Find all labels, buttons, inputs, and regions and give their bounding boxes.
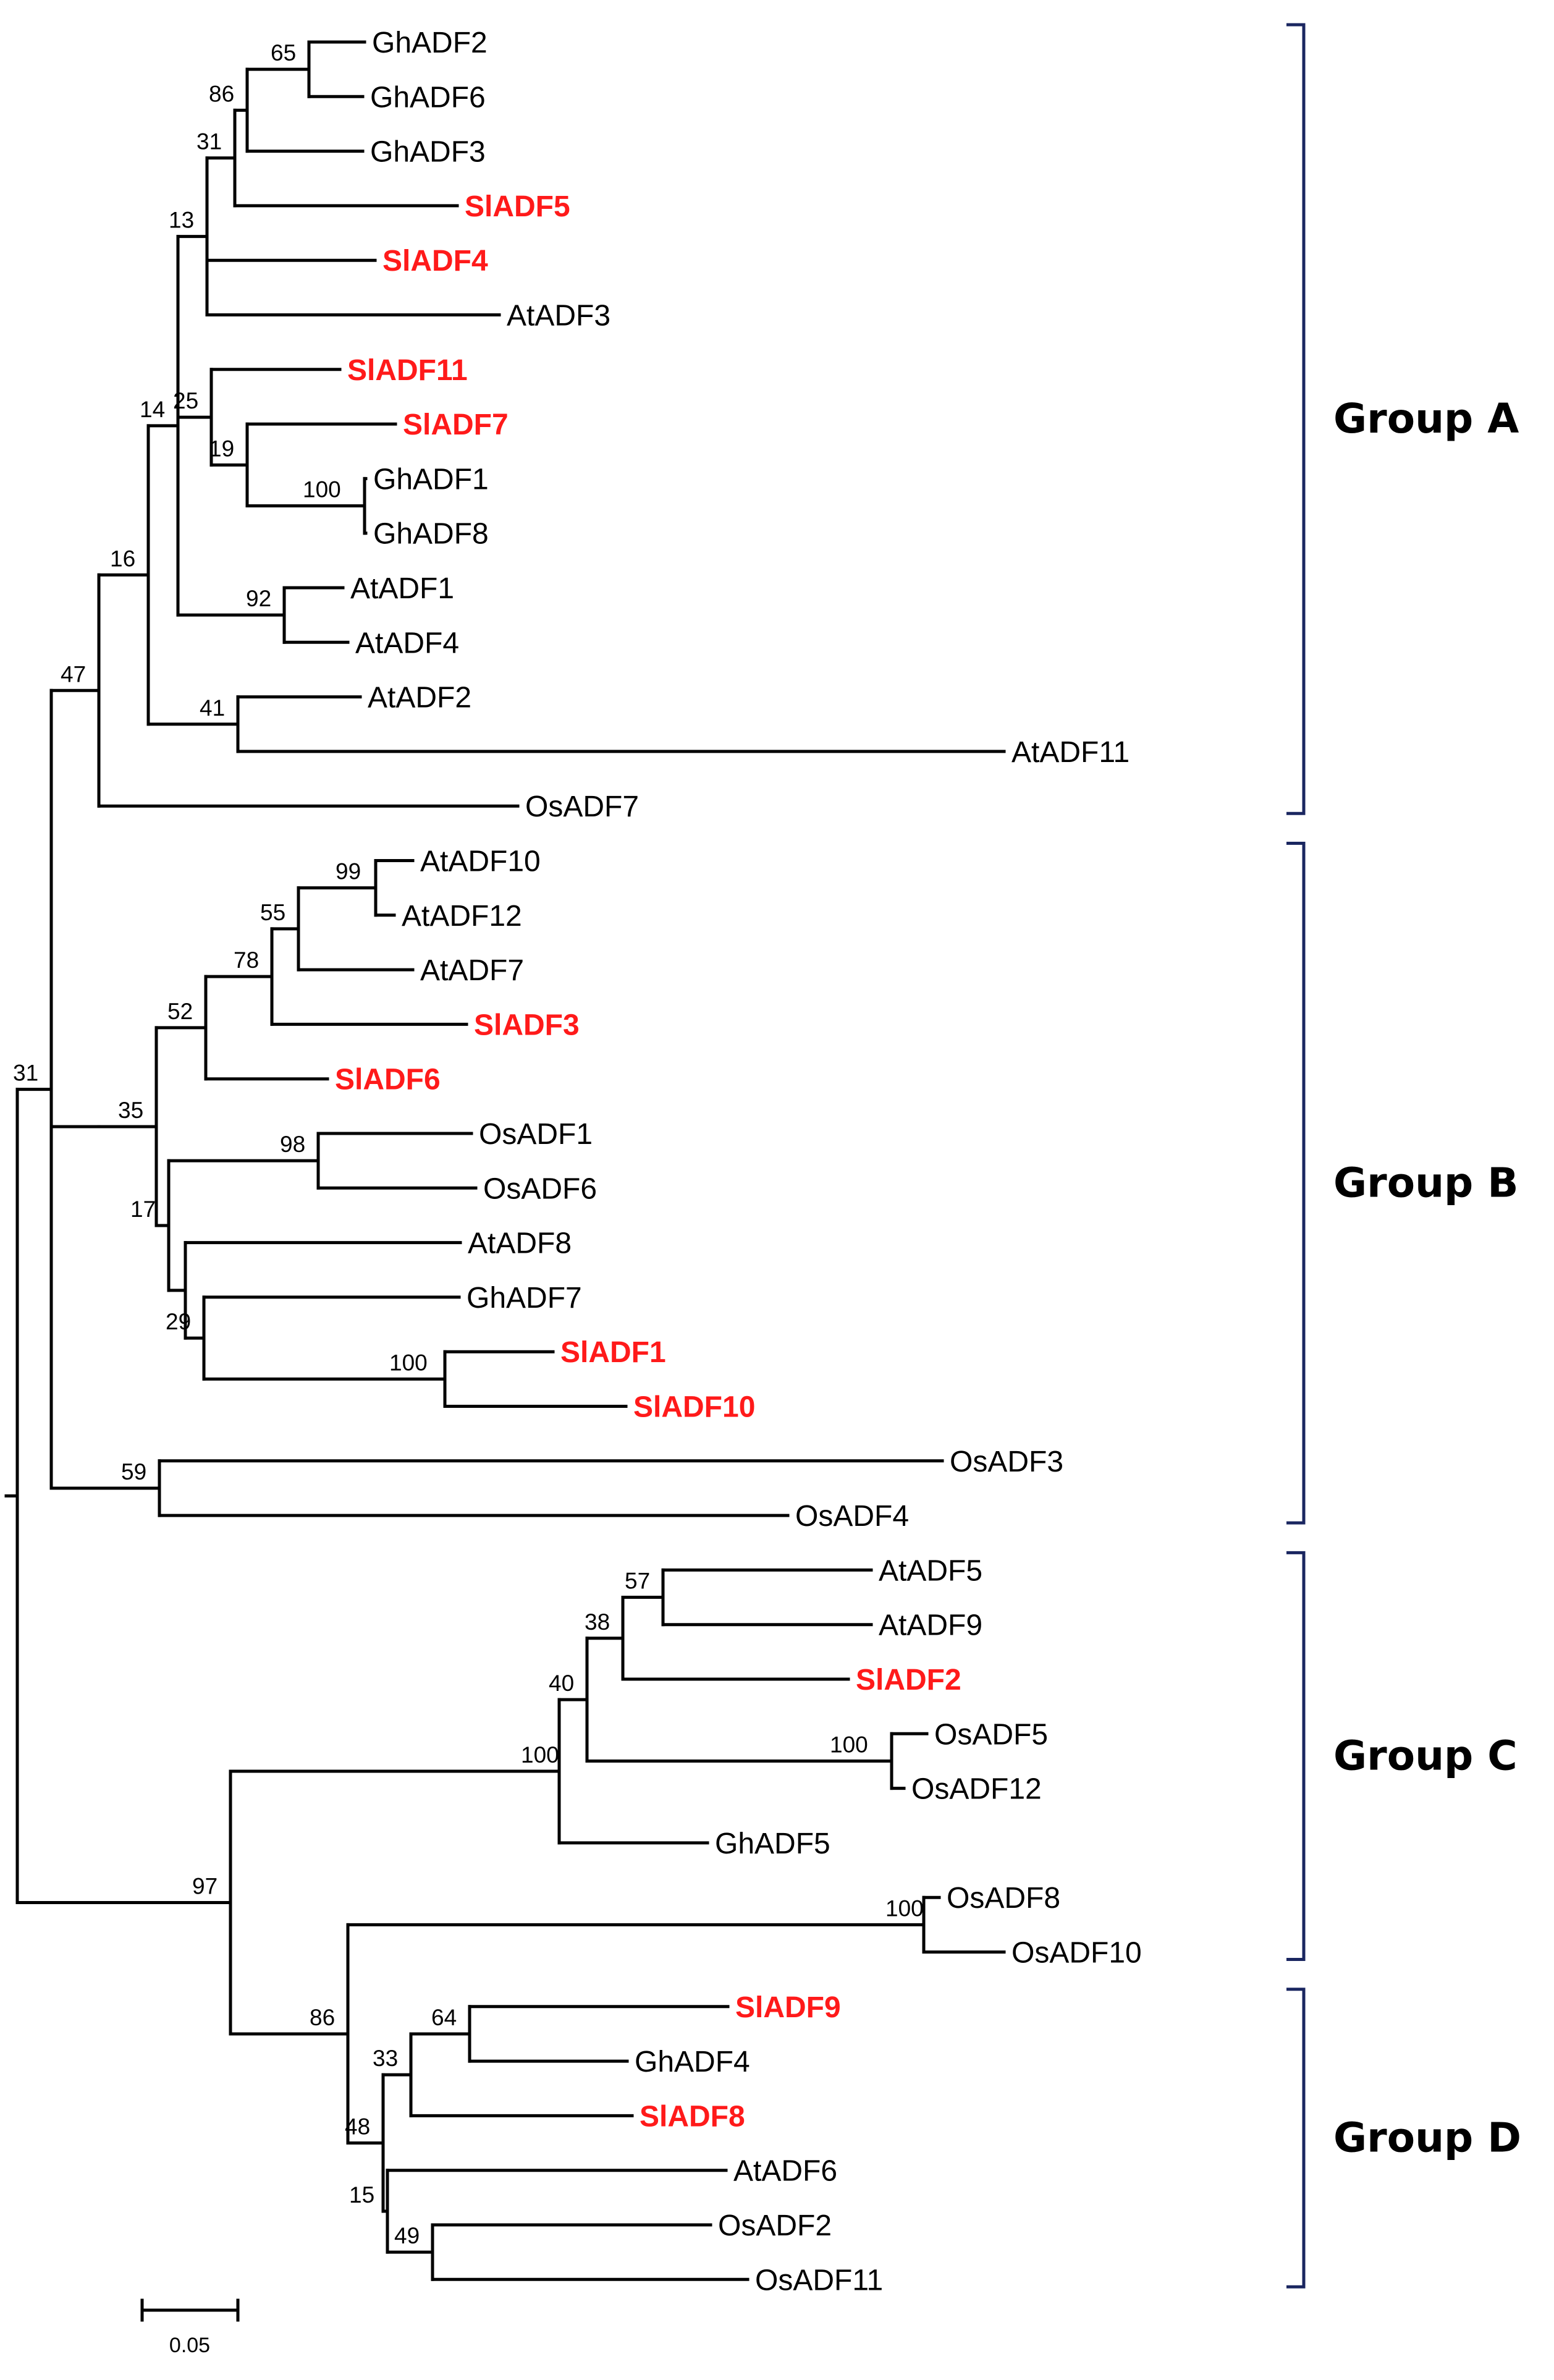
taxon-label-atadf5: AtADF5 (879, 1554, 982, 1587)
taxon-label-atadf2: AtADF2 (368, 682, 471, 714)
bootstrap-d100: 100 (885, 1895, 924, 1921)
taxon-label-ghadf4: GhADF4 (635, 2046, 750, 2078)
taxon-label-osadf6: OsADF6 (483, 1172, 597, 1205)
bootstrap-d49: 49 (394, 2223, 420, 2248)
scale-bar-label: 0.05 (169, 2334, 210, 2357)
taxon-label-ghadf2: GhADF2 (372, 27, 488, 59)
bootstrap-b59: 59 (121, 1459, 146, 1484)
bootstrap-acore: 16 (110, 546, 135, 571)
bootstrap-d15: 15 (349, 2182, 374, 2208)
taxon-label-ghadf3: GhADF3 (370, 136, 486, 169)
taxon-label-osadf10: OsADF10 (1011, 1937, 1142, 1970)
taxon-label-atadf3: AtADF3 (507, 300, 610, 332)
taxon-label-ghadf7: GhADF7 (467, 1282, 582, 1315)
bootstrap-c38: 38 (585, 1609, 610, 1635)
group-a-label: Group A (1333, 395, 1519, 443)
bootstrap-a41: 41 (200, 695, 225, 721)
group-b-label: Group B (1333, 1159, 1519, 1206)
taxon-label-sladf4: SlADF4 (382, 245, 488, 277)
taxon-label-sladf5: SlADF5 (465, 190, 570, 223)
bootstrap-a25: 25 (173, 388, 198, 413)
bootstrap-d33: 33 (373, 2046, 398, 2071)
taxon-label-ghadf5: GhADF5 (715, 1827, 830, 1860)
taxon-label-ghadf8: GhADF8 (373, 518, 489, 551)
group-c-label: Group C (1333, 1732, 1518, 1779)
group-d-label: Group D (1333, 2114, 1521, 2162)
taxon-label-atadf10: AtADF10 (420, 845, 541, 878)
group-c-bracket (1286, 1551, 1306, 1961)
bootstrap-c57: 57 (625, 1569, 650, 1594)
taxon-label-sladf8: SlADF8 (640, 2100, 745, 2133)
group-brackets: Group A Group B Group C Group D (1286, 23, 1521, 2289)
bootstrap-b52: 52 (167, 999, 193, 1024)
bootstrap-b98: 98 (280, 1132, 305, 1157)
bootstrap-b99: 99 (336, 859, 361, 884)
taxon-label-sladf6: SlADF6 (335, 1064, 441, 1096)
taxon-label-osadf1: OsADF1 (479, 1118, 593, 1151)
group-d-bracket (1286, 1988, 1306, 2289)
taxon-label-osadf5: OsADF5 (934, 1718, 1048, 1751)
taxon-label-osadf8: OsADF8 (947, 1882, 1060, 1915)
bootstrap-a86: 86 (209, 81, 234, 106)
taxon-label-ghadf6: GhADF6 (370, 81, 486, 114)
bootstrap-c100b: 100 (830, 1732, 868, 1757)
bootstrap-a100: 100 (303, 477, 341, 502)
bootstrap-b55: 55 (260, 900, 285, 925)
taxon-label-atadf9: AtADF9 (879, 1609, 982, 1642)
bootstrap-a14: 14 (140, 397, 165, 422)
taxon-label-atadf1: AtADF1 (350, 572, 454, 605)
taxon-labels: GhADF2 GhADF6 GhADF3 SlADF5 SlADF4 AtADF3 SlAD… (335, 27, 1142, 2297)
group-b-bracket (1286, 842, 1306, 1525)
tree-branches (4, 40, 1006, 2281)
bootstrap-c40: 40 (549, 1671, 574, 1696)
taxon-label-sladf9: SlADF9 (735, 1991, 841, 2024)
taxon-label-sladf1: SlADF1 (560, 1336, 666, 1369)
bootstrap-a31: 31 (196, 129, 222, 155)
bootstrap-d48: 48 (345, 2114, 370, 2140)
taxon-label-atadf4: AtADF4 (355, 627, 459, 659)
bootstrap-a65: 65 (271, 40, 296, 66)
taxon-label-atadf6: AtADF6 (733, 2155, 837, 2188)
bootstrap-d86: 86 (310, 2005, 335, 2030)
taxon-label-atadf8: AtADF8 (468, 1227, 572, 1260)
taxon-label-osadf4: OsADF4 (795, 1500, 909, 1533)
bootstrap-a92: 92 (246, 586, 271, 611)
bootstrap-c100: 100 (521, 1742, 559, 1768)
bootstrap-b35: 35 (118, 1098, 143, 1123)
bootstrap-b29: 29 (166, 1309, 191, 1334)
bootstrap-aint: 47 (61, 661, 86, 687)
taxon-label-osadf7: OsADF7 (525, 790, 639, 823)
taxon-label-osadf3: OsADF3 (950, 1446, 1063, 1478)
bootstrap-b78: 78 (234, 947, 259, 973)
taxon-label-atadf12: AtADF12 (402, 900, 522, 933)
bootstrap-cd: 97 (192, 1873, 217, 1899)
group-a-bracket (1286, 23, 1306, 815)
bootstrap-d64: 64 (431, 2005, 457, 2030)
bootstrap-ab: 31 (13, 1061, 38, 1086)
bootstrap-b17: 17 (130, 1196, 156, 1222)
taxon-label-sladf10: SlADF10 (633, 1391, 755, 1424)
taxon-label-sladf2: SlADF2 (856, 1664, 961, 1696)
taxon-label-osadf11: OsADF11 (755, 2264, 883, 2297)
taxon-label-osadf2: OsADF2 (718, 2209, 832, 2242)
bootstrap-a19: 19 (209, 436, 234, 461)
taxon-label-osadf12: OsADF12 (911, 1773, 1042, 1806)
scale-bar: 0.05 (140, 2298, 240, 2357)
bootstrap-b100: 100 (389, 1350, 428, 1375)
bootstrap-a13: 13 (169, 208, 194, 233)
taxon-label-sladf3: SlADF3 (474, 1009, 580, 1041)
taxon-label-sladf11: SlADF11 (347, 354, 468, 387)
taxon-label-sladf7: SlADF7 (403, 409, 509, 441)
taxon-label-atadf11: AtADF11 (1011, 736, 1130, 769)
taxon-label-ghadf1: GhADF1 (373, 463, 489, 496)
taxon-label-atadf7: AtADF7 (420, 954, 524, 987)
